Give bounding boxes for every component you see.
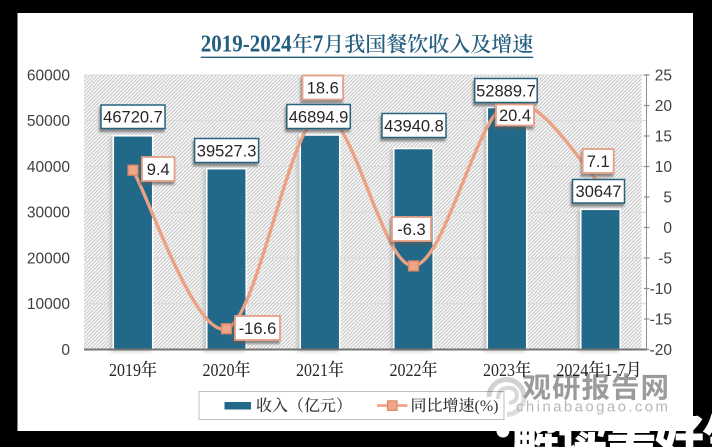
svg-text:18.6: 18.6 [307,79,339,97]
svg-text:2019: 2019 [109,360,141,380]
svg-text:-6.3: -6.3 [397,221,425,239]
svg-text:2022: 2022 [390,360,422,380]
svg-text:60000: 60000 [27,67,70,84]
svg-text:46894.9: 46894.9 [289,108,349,126]
svg-text:-16.6: -16.6 [239,320,277,338]
svg-text:20: 20 [655,98,673,115]
svg-text:5: 5 [663,189,672,206]
svg-text:2023: 2023 [483,360,515,380]
svg-text:0: 0 [663,220,672,237]
svg-text:7.1: 7.1 [587,153,610,171]
svg-text:30647: 30647 [576,183,622,201]
svg-text:(%): (%) [475,398,499,415]
svg-text:-10: -10 [650,281,673,298]
svg-text:43940.8: 43940.8 [384,117,444,135]
svg-text:20.4: 20.4 [499,107,531,125]
svg-text:0: 0 [61,342,70,359]
svg-text:-5: -5 [658,250,672,267]
svg-text:9.4: 9.4 [147,161,170,179]
svg-text:2020: 2020 [203,360,235,380]
svg-text:2024: 2024 [556,360,588,380]
svg-text:10000: 10000 [27,296,70,313]
svg-text:2021: 2021 [296,360,328,380]
svg-text:-15: -15 [650,311,672,328]
svg-text:40000: 40000 [27,159,70,176]
svg-text:2019-2024: 2019-2024 [201,30,292,57]
svg-text:-20: -20 [650,342,673,359]
svg-text:15: 15 [655,128,672,145]
svg-text:46720.7: 46720.7 [103,109,163,127]
svg-text:10: 10 [655,159,673,176]
svg-text:30000: 30000 [27,205,70,222]
svg-text:chinabaogao.com: chinabaogao.com [516,399,670,416]
svg-text:25: 25 [655,67,672,84]
svg-text:20000: 20000 [27,250,70,267]
svg-text:39527.3: 39527.3 [197,142,257,160]
svg-text:50000: 50000 [27,113,70,130]
svg-text:7: 7 [313,30,324,57]
svg-text:52889.7: 52889.7 [476,82,536,100]
